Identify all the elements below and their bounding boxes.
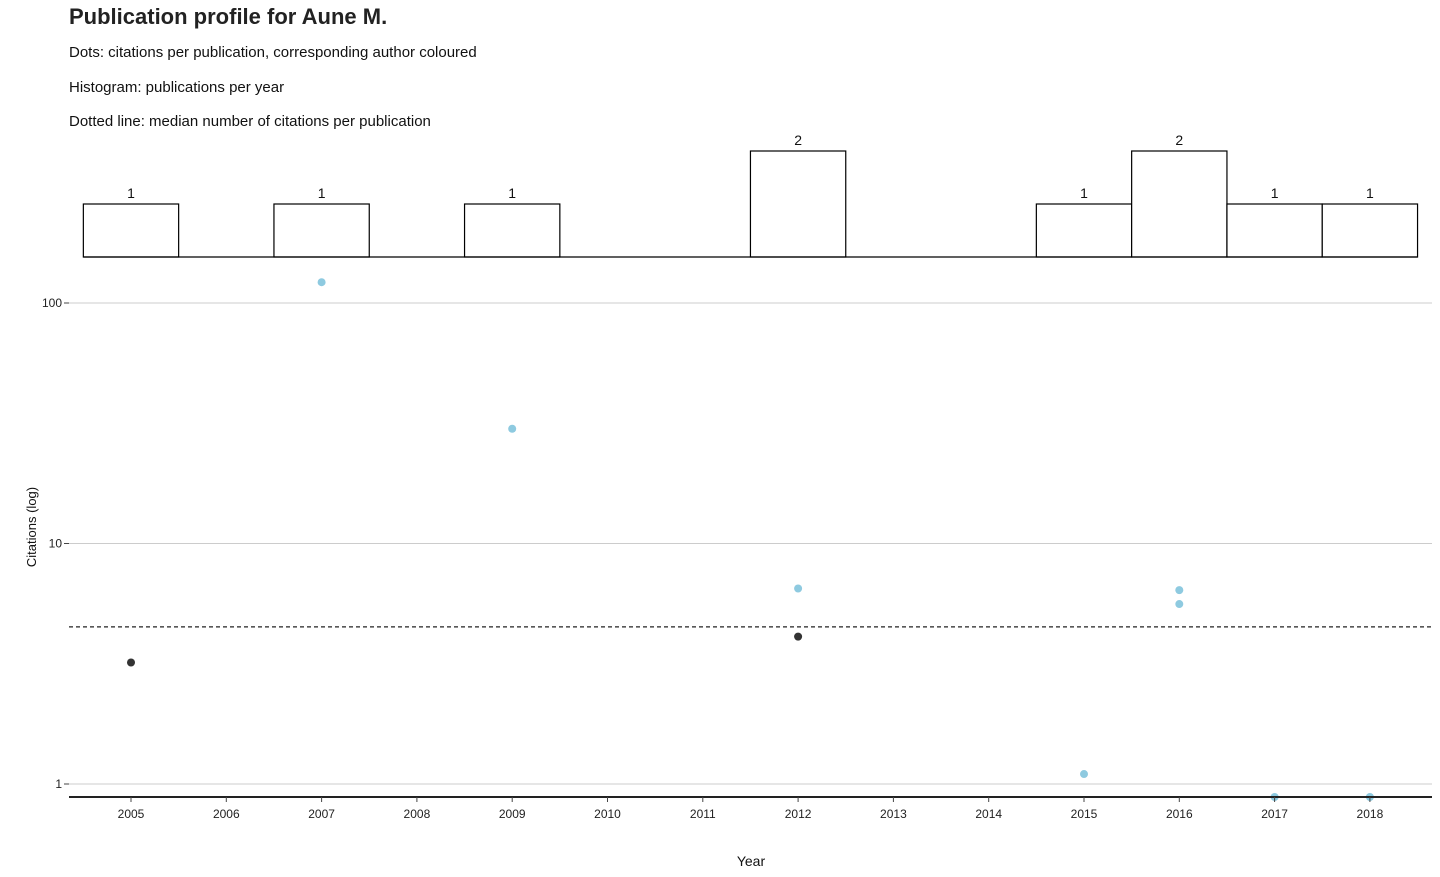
- histogram: 1 1 1 2 1 2 1 1: [82, 132, 1419, 258]
- histogram-bar-2017: [1226, 203, 1323, 258]
- x-tick-label: 2005: [118, 807, 145, 821]
- histogram-bar-2005: [82, 203, 180, 258]
- histogram-bar-2015: [1035, 203, 1133, 258]
- citation-point-corresponding: [1175, 600, 1184, 609]
- citation-point: [127, 658, 135, 667]
- histogram-count-label: 1: [1080, 185, 1088, 201]
- histogram-count-label: 2: [794, 132, 802, 148]
- chart-title: Publication profile for Aune M.: [69, 4, 388, 29]
- x-tick-label: 2015: [1071, 807, 1098, 821]
- histogram-bar-2016: [1131, 150, 1228, 258]
- histogram-count-label: 1: [508, 185, 516, 201]
- subtitle-histogram: Histogram: publications per year: [69, 79, 285, 96]
- citation-point-corresponding: [794, 584, 803, 593]
- y-tick-label: 1: [55, 777, 62, 791]
- axes: 1 10 100 2005 2006 2007 2008 2009 2010 2011 2012 20…: [42, 296, 1432, 821]
- histogram-bar-2007: [273, 203, 370, 258]
- y-axis-label: Citations (log): [24, 487, 39, 567]
- x-tick-label: 2017: [1261, 807, 1288, 821]
- x-tick-label: 2007: [308, 807, 335, 821]
- histogram-count-label: 2: [1175, 132, 1183, 148]
- y-tick-label: 100: [42, 296, 62, 310]
- x-tick-label: 2013: [880, 807, 907, 821]
- subtitle-dots: Dots: citations per publication, corresp…: [69, 44, 477, 61]
- y-tick-label: 10: [49, 537, 63, 551]
- x-tick-label: 2012: [785, 807, 812, 821]
- x-tick-label: 2016: [1166, 807, 1193, 821]
- x-tick-label: 2010: [594, 807, 621, 821]
- histogram-bar-2018: [1321, 203, 1419, 258]
- x-tick-label: 2018: [1357, 807, 1384, 821]
- subtitle-median-line: Dotted line: median number of citations …: [69, 113, 431, 130]
- histogram-count-label: 1: [127, 185, 135, 201]
- histogram-bar-2009: [463, 203, 561, 258]
- citation-point-corresponding: [508, 424, 517, 433]
- grid-lines: [69, 302, 1432, 785]
- histogram-count-label: 1: [1271, 185, 1279, 201]
- citation-point-corresponding: [317, 278, 326, 287]
- x-tick-label: 2014: [975, 807, 1002, 821]
- x-tick-label: 2011: [690, 807, 716, 821]
- citation-point-corresponding: [1175, 586, 1184, 595]
- histogram-count-label: 1: [318, 185, 326, 201]
- x-tick-label: 2006: [213, 807, 240, 821]
- citation-point-corresponding: [1080, 770, 1088, 779]
- histogram-bar-2012: [749, 150, 847, 258]
- x-tick-label: 2008: [404, 807, 431, 821]
- histogram-count-label: 1: [1366, 185, 1374, 201]
- citation-point: [794, 632, 803, 641]
- x-tick-label: 2009: [499, 807, 526, 821]
- citation-points: [127, 278, 1374, 801]
- x-axis-label: Year: [737, 853, 766, 869]
